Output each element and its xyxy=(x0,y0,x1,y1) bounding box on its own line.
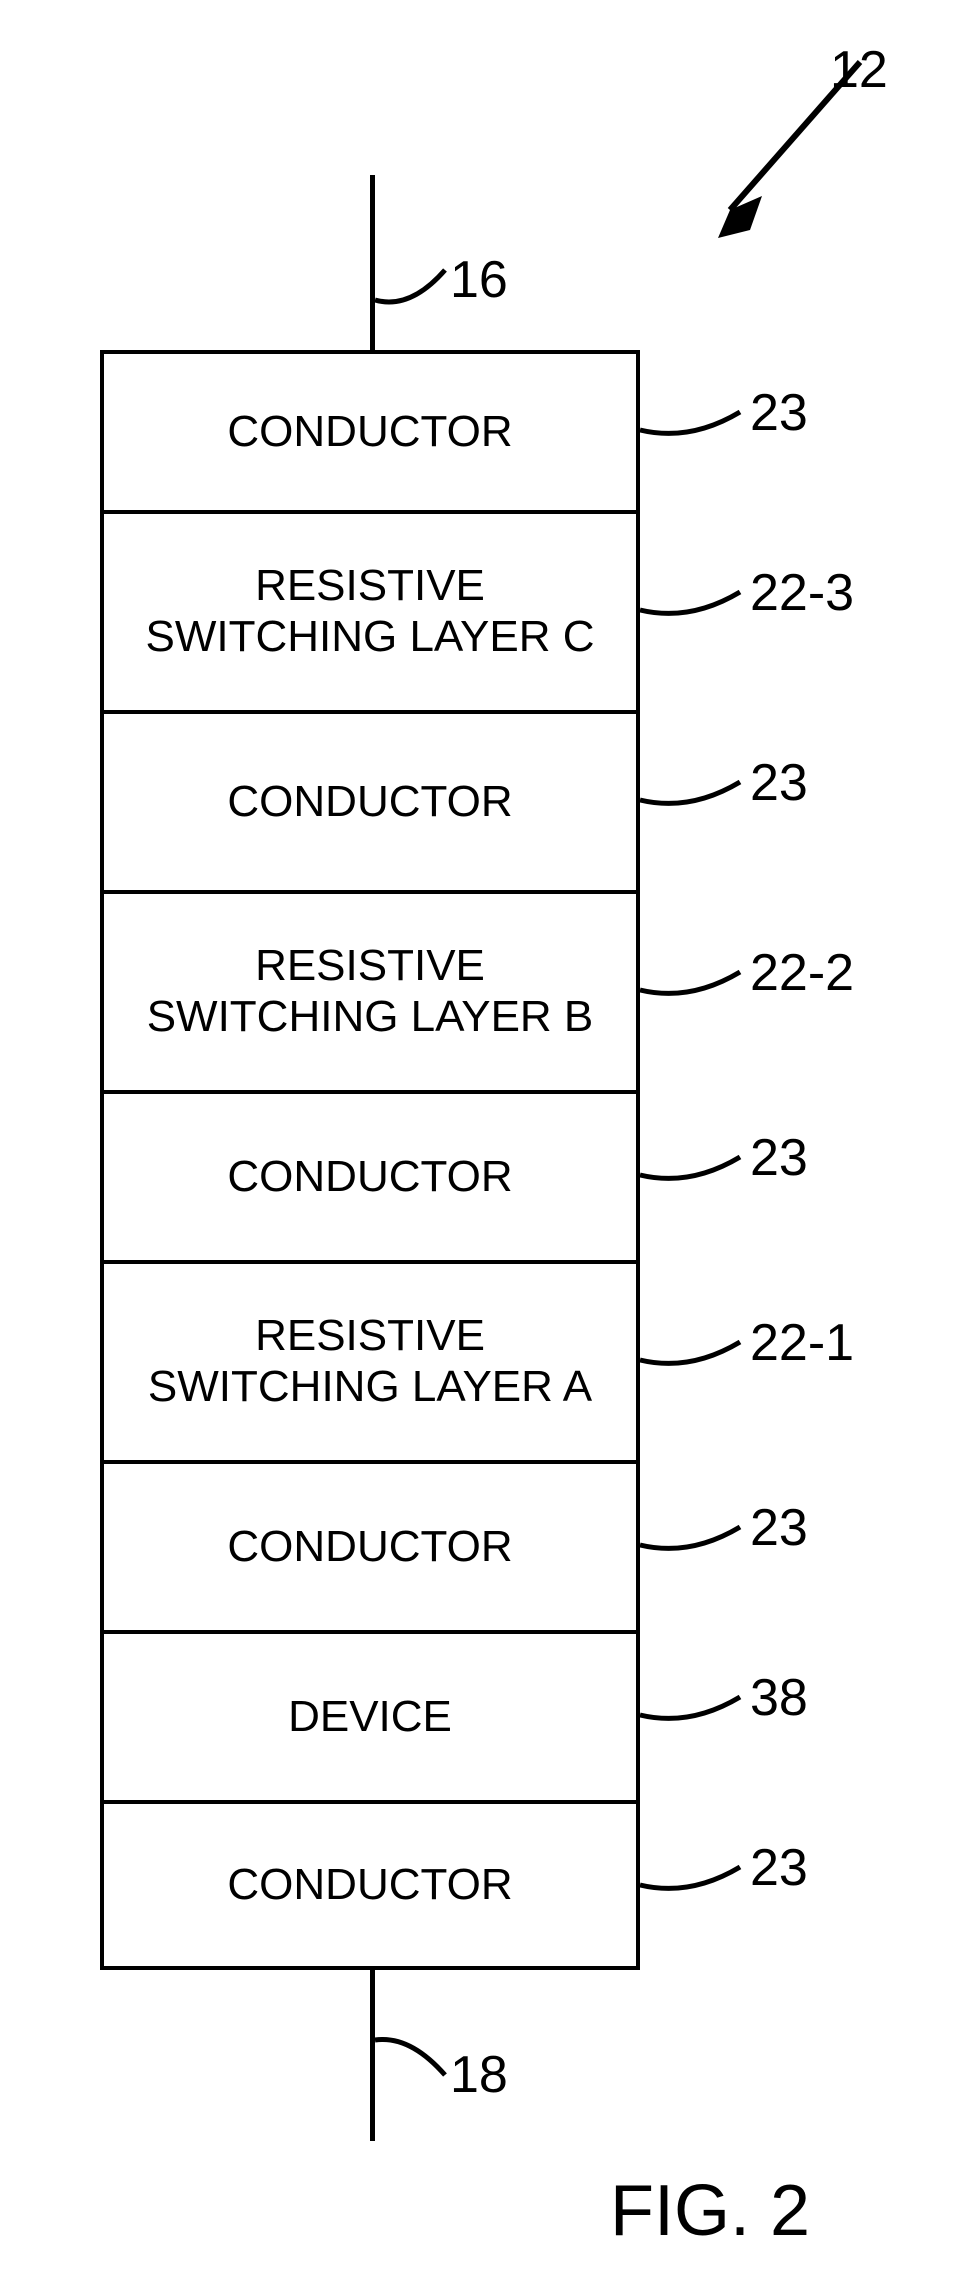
figure-caption: FIG. 2 xyxy=(610,2170,810,2252)
layer-label-2: 23 xyxy=(750,753,808,813)
top-wire xyxy=(370,175,375,350)
layer-8: CONDUCTOR xyxy=(100,1800,640,1970)
layer-leader-4 xyxy=(640,1157,740,1178)
layer-label-1: 22-3 xyxy=(750,563,854,623)
layer-label-0: 23 xyxy=(750,383,808,443)
layer-label-4: 23 xyxy=(750,1128,808,1188)
layer-6: CONDUCTOR xyxy=(100,1460,640,1630)
arrow-head xyxy=(718,196,762,238)
layer-leader-7 xyxy=(640,1697,740,1718)
layer-3: RESISTIVE SWITCHING LAYER B xyxy=(100,890,640,1090)
layer-leader-6 xyxy=(640,1527,740,1548)
top-wire-label: 16 xyxy=(450,250,508,310)
layer-5: RESISTIVE SWITCHING LAYER A xyxy=(100,1260,640,1460)
layer-0: CONDUCTOR xyxy=(100,350,640,510)
layer-label-7: 38 xyxy=(750,1668,808,1728)
layer-label-3: 22-2 xyxy=(750,943,854,1003)
layer-7: DEVICE xyxy=(100,1630,640,1800)
arrow-label: 12 xyxy=(830,40,888,100)
layer-stack: CONDUCTORRESISTIVE SWITCHING LAYER CCOND… xyxy=(100,350,640,1970)
layer-leader-5 xyxy=(640,1342,740,1363)
layer-leader-1 xyxy=(640,592,740,613)
layer-label-8: 23 xyxy=(750,1838,808,1898)
layer-4: CONDUCTOR xyxy=(100,1090,640,1260)
layer-1: RESISTIVE SWITCHING LAYER C xyxy=(100,510,640,710)
bottom-wire-leader-path xyxy=(375,2039,445,2075)
bottom-wire xyxy=(370,1966,375,2141)
layer-leader-2 xyxy=(640,782,740,803)
layer-leader-0 xyxy=(640,412,740,433)
layer-label-5: 22-1 xyxy=(750,1313,854,1373)
layer-2: CONDUCTOR xyxy=(100,710,640,890)
bottom-wire-label: 18 xyxy=(450,2045,508,2105)
top-wire-leader-path xyxy=(375,270,445,302)
layer-leader-3 xyxy=(640,972,740,993)
layer-label-6: 23 xyxy=(750,1498,808,1558)
layer-leader-8 xyxy=(640,1867,740,1888)
